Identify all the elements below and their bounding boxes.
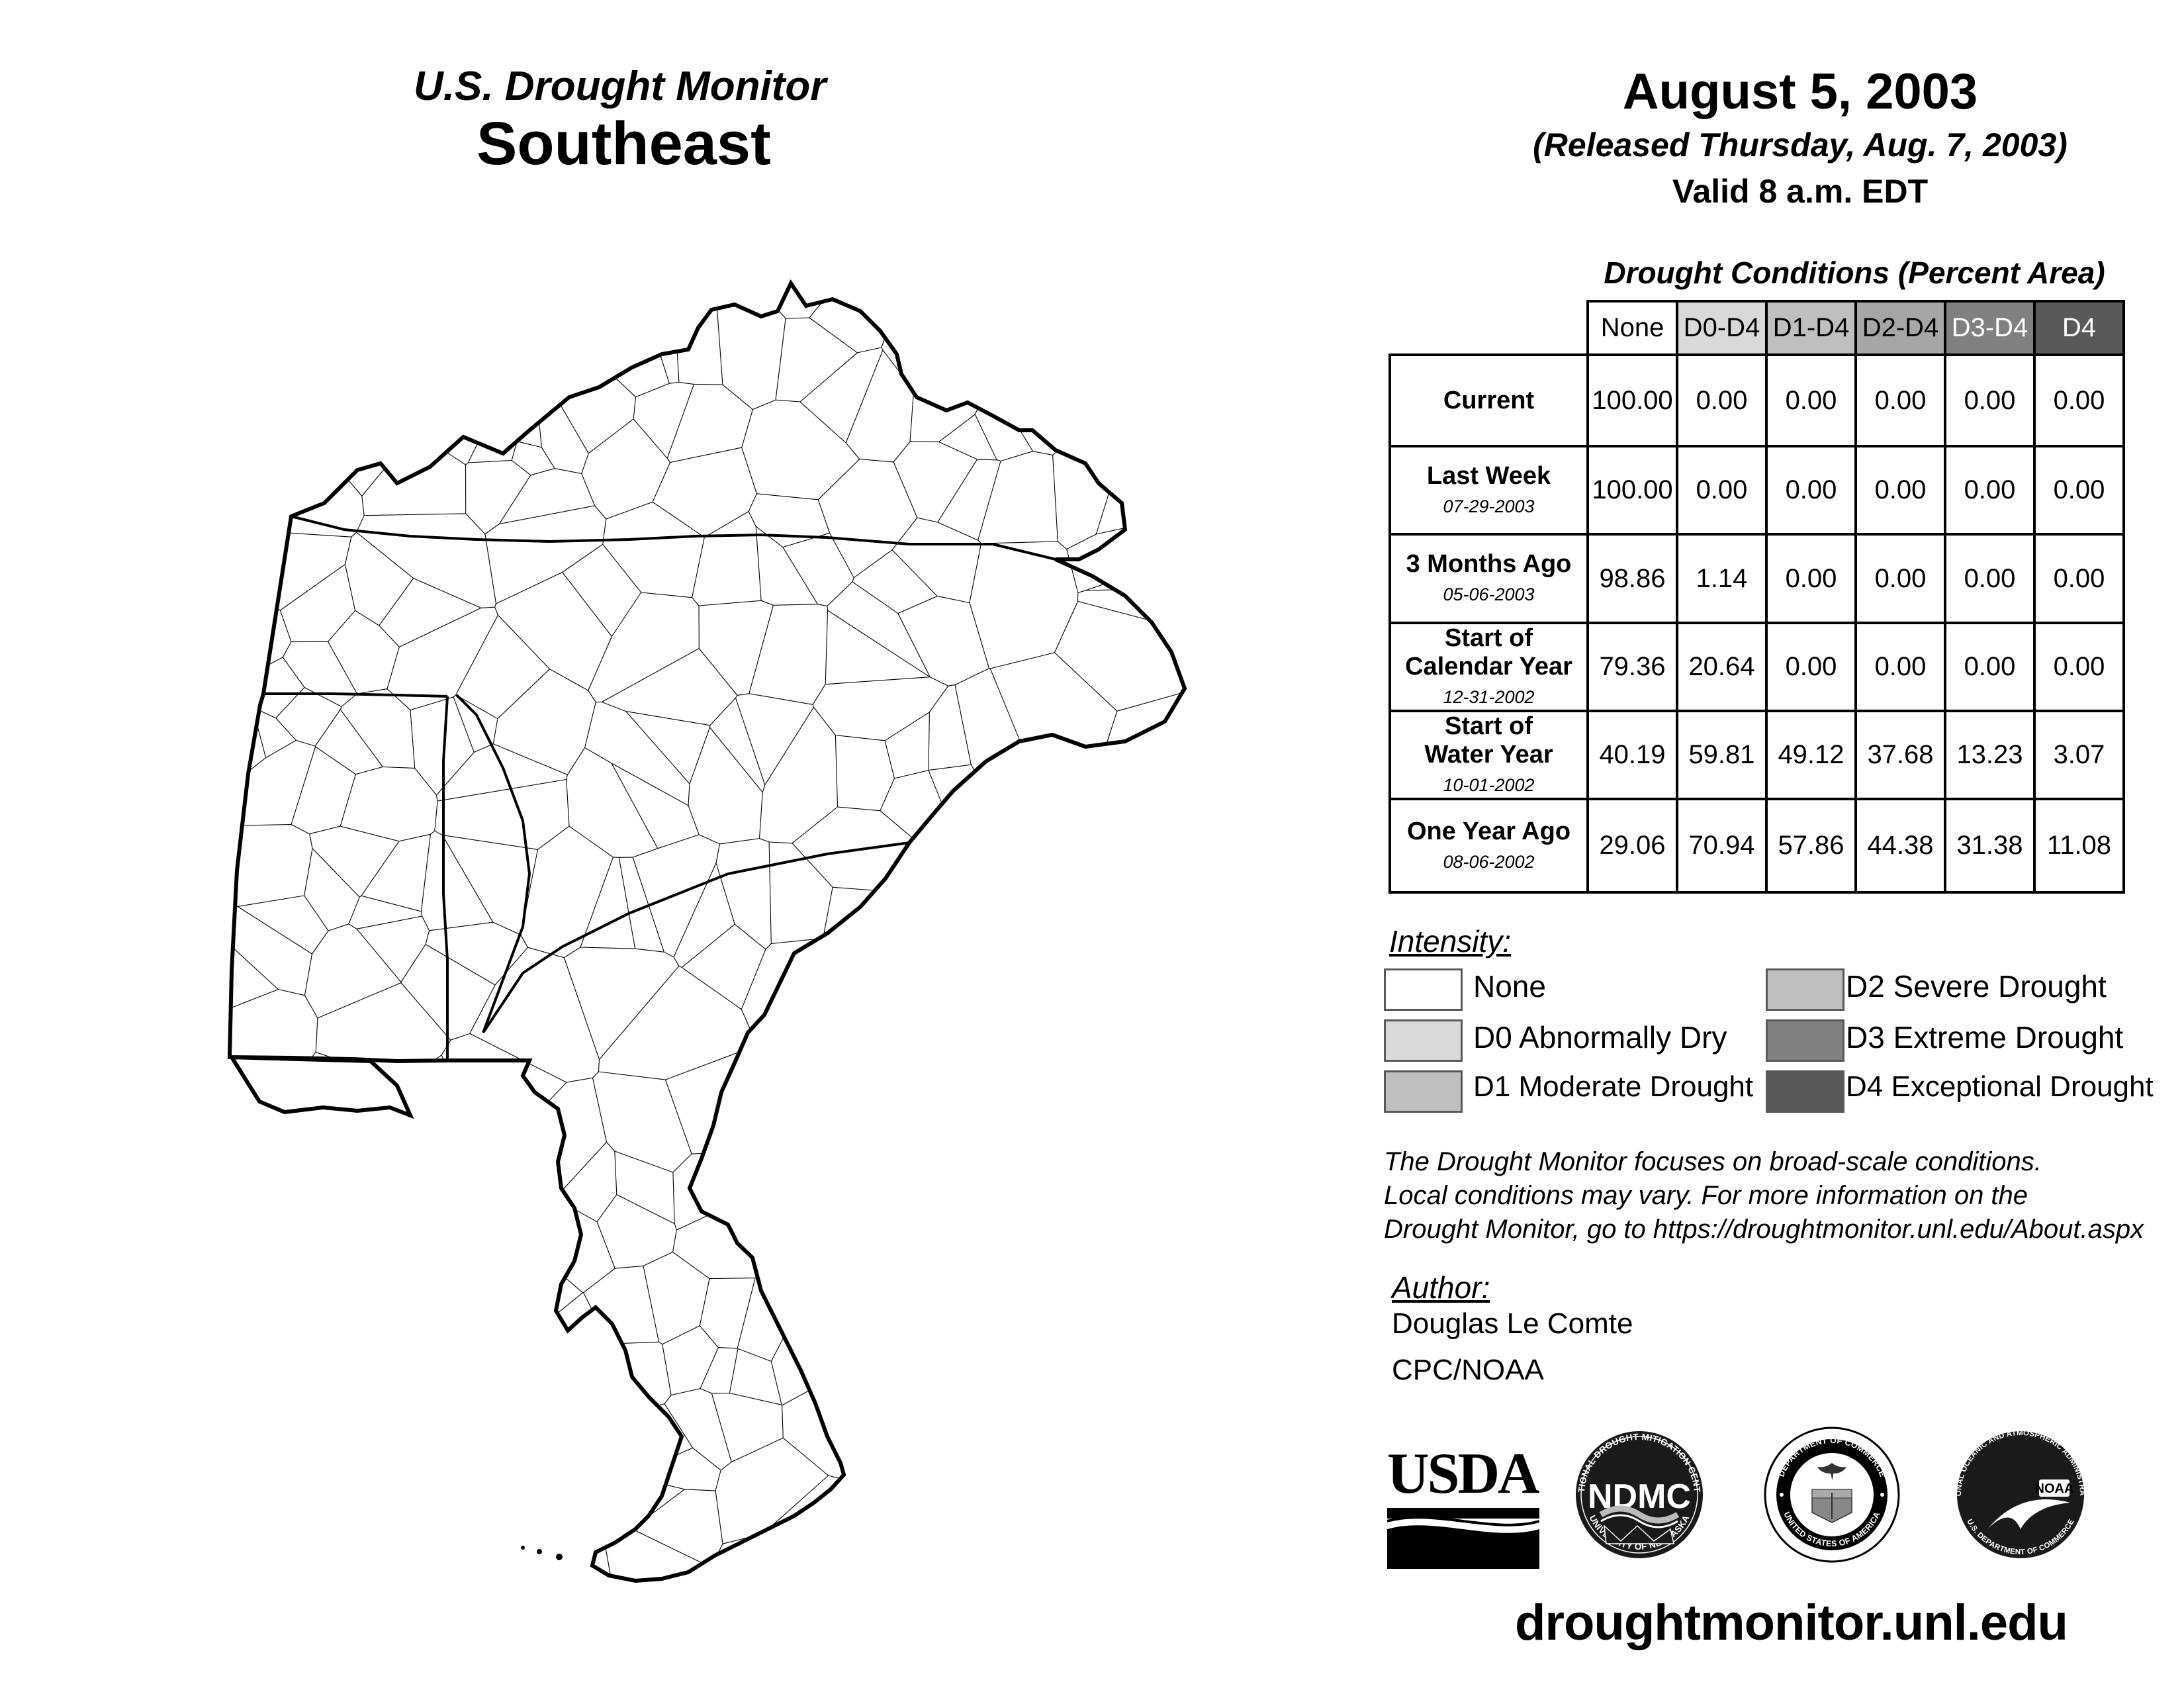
svg-text:USDA: USDA: [1387, 1442, 1539, 1506]
svg-text:NOAA: NOAA: [2035, 1481, 2074, 1496]
